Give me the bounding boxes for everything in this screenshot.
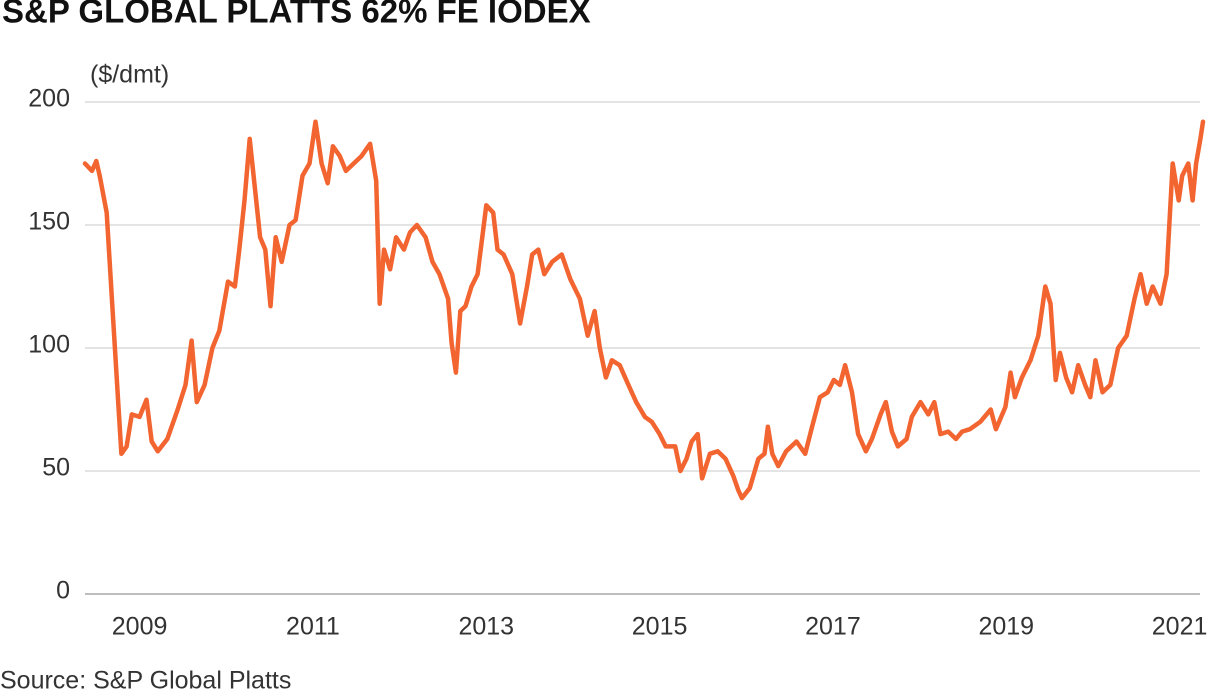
x-tick-label: 2013 — [458, 613, 514, 641]
price-line — [82, 119, 1206, 501]
x-tick-label: 2015 — [632, 613, 688, 641]
y-tick-label: 200 — [28, 85, 70, 113]
y-tick-label: 50 — [42, 454, 70, 482]
y-tick-label: 150 — [28, 208, 70, 236]
source-note: Source: S&P Global Platts — [0, 667, 291, 690]
x-tick-label: 2009 — [112, 613, 168, 641]
y-tick-label: 0 — [56, 577, 70, 605]
y-axis-label: ($/dmt) — [90, 61, 169, 89]
x-tick-label: 2021 — [1152, 613, 1208, 641]
chart-title: S&P GLOBAL PLATTS 62% FE IODEX — [2, 0, 591, 30]
x-tick-label: 2019 — [978, 613, 1034, 641]
x-tick-label: 2017 — [805, 613, 861, 641]
y-tick-label: 100 — [28, 331, 70, 359]
x-tick-label: 2011 — [286, 613, 340, 641]
